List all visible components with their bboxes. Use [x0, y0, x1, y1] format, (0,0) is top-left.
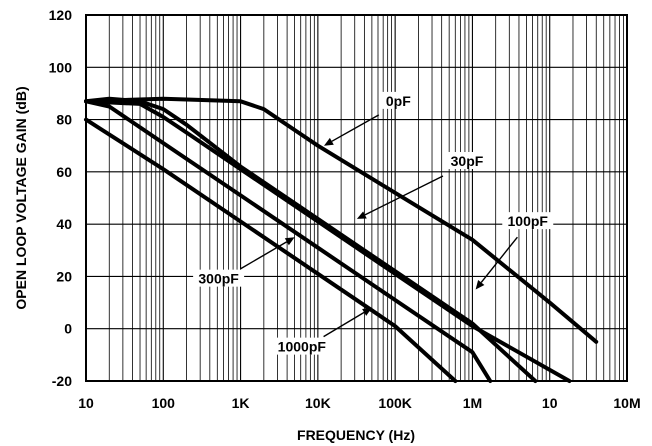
y-tick-label: -20 — [52, 373, 72, 389]
curve-label-bg — [271, 337, 332, 355]
y-axis-label: OPEN LOOP VOLTAGE GAIN (dB) — [13, 86, 29, 309]
curve-label: 1000pF — [278, 339, 327, 355]
series-line-300pf — [84, 99, 493, 383]
series-line-0pf — [84, 96, 599, 344]
curve-label-bg — [502, 212, 554, 230]
series-curves — [84, 96, 599, 383]
x-tick-label: 10 — [542, 395, 558, 411]
x-axis-ticks: 10 100 1K 10K 100K 1M 10 10M — [78, 395, 640, 411]
annotation-arrow — [323, 311, 365, 338]
x-axis-label: FREQUENCY (Hz) — [297, 427, 415, 443]
curve-label-bg — [381, 91, 415, 109]
arrowhead — [284, 237, 295, 246]
curve-label-bg — [445, 152, 488, 170]
y-tick-label: 80 — [56, 112, 72, 128]
y-tick-label: 60 — [56, 164, 72, 180]
arrowhead — [323, 137, 334, 146]
y-axis-ticks: 120 100 80 60 40 20 0 -20 — [49, 7, 73, 389]
y-tick-label: 40 — [56, 216, 72, 232]
x-tick-label: 1K — [232, 395, 250, 411]
annotation-arrow — [240, 241, 288, 270]
series-line-100pf — [84, 99, 572, 383]
curve-label: 100pF — [508, 213, 549, 229]
x-tick-label: 10K — [305, 395, 331, 411]
arrowhead — [475, 279, 485, 290]
curve-label: 300pF — [198, 271, 239, 287]
grid — [85, 14, 627, 382]
series-line-1000pf — [84, 117, 458, 383]
curve-label: 0pF — [386, 93, 411, 109]
arrowhead — [362, 307, 372, 316]
y-tick-label: 120 — [49, 7, 73, 23]
curve-annotations: 0pF 30pF 100pF 300pF 1000pF — [193, 91, 554, 355]
y-tick-label: 0 — [64, 321, 72, 337]
y-tick-label: 20 — [56, 268, 72, 284]
x-tick-label: 100K — [378, 395, 411, 411]
curve-label-bg — [193, 269, 245, 287]
curve-label: 30pF — [451, 153, 484, 169]
x-tick-label: 1M — [463, 395, 482, 411]
x-tick-label: 10 — [78, 395, 94, 411]
annotation-arrow — [331, 114, 380, 142]
annotation-arrow — [480, 236, 518, 283]
arrowhead — [356, 211, 367, 219]
plot-frame — [85, 14, 628, 382]
x-tick-label: 100 — [152, 395, 176, 411]
y-tick-label: 100 — [49, 59, 73, 75]
x-tick-label: 10M — [613, 395, 640, 411]
annotation-arrow — [364, 175, 444, 216]
series-line-30pf — [84, 96, 538, 383]
